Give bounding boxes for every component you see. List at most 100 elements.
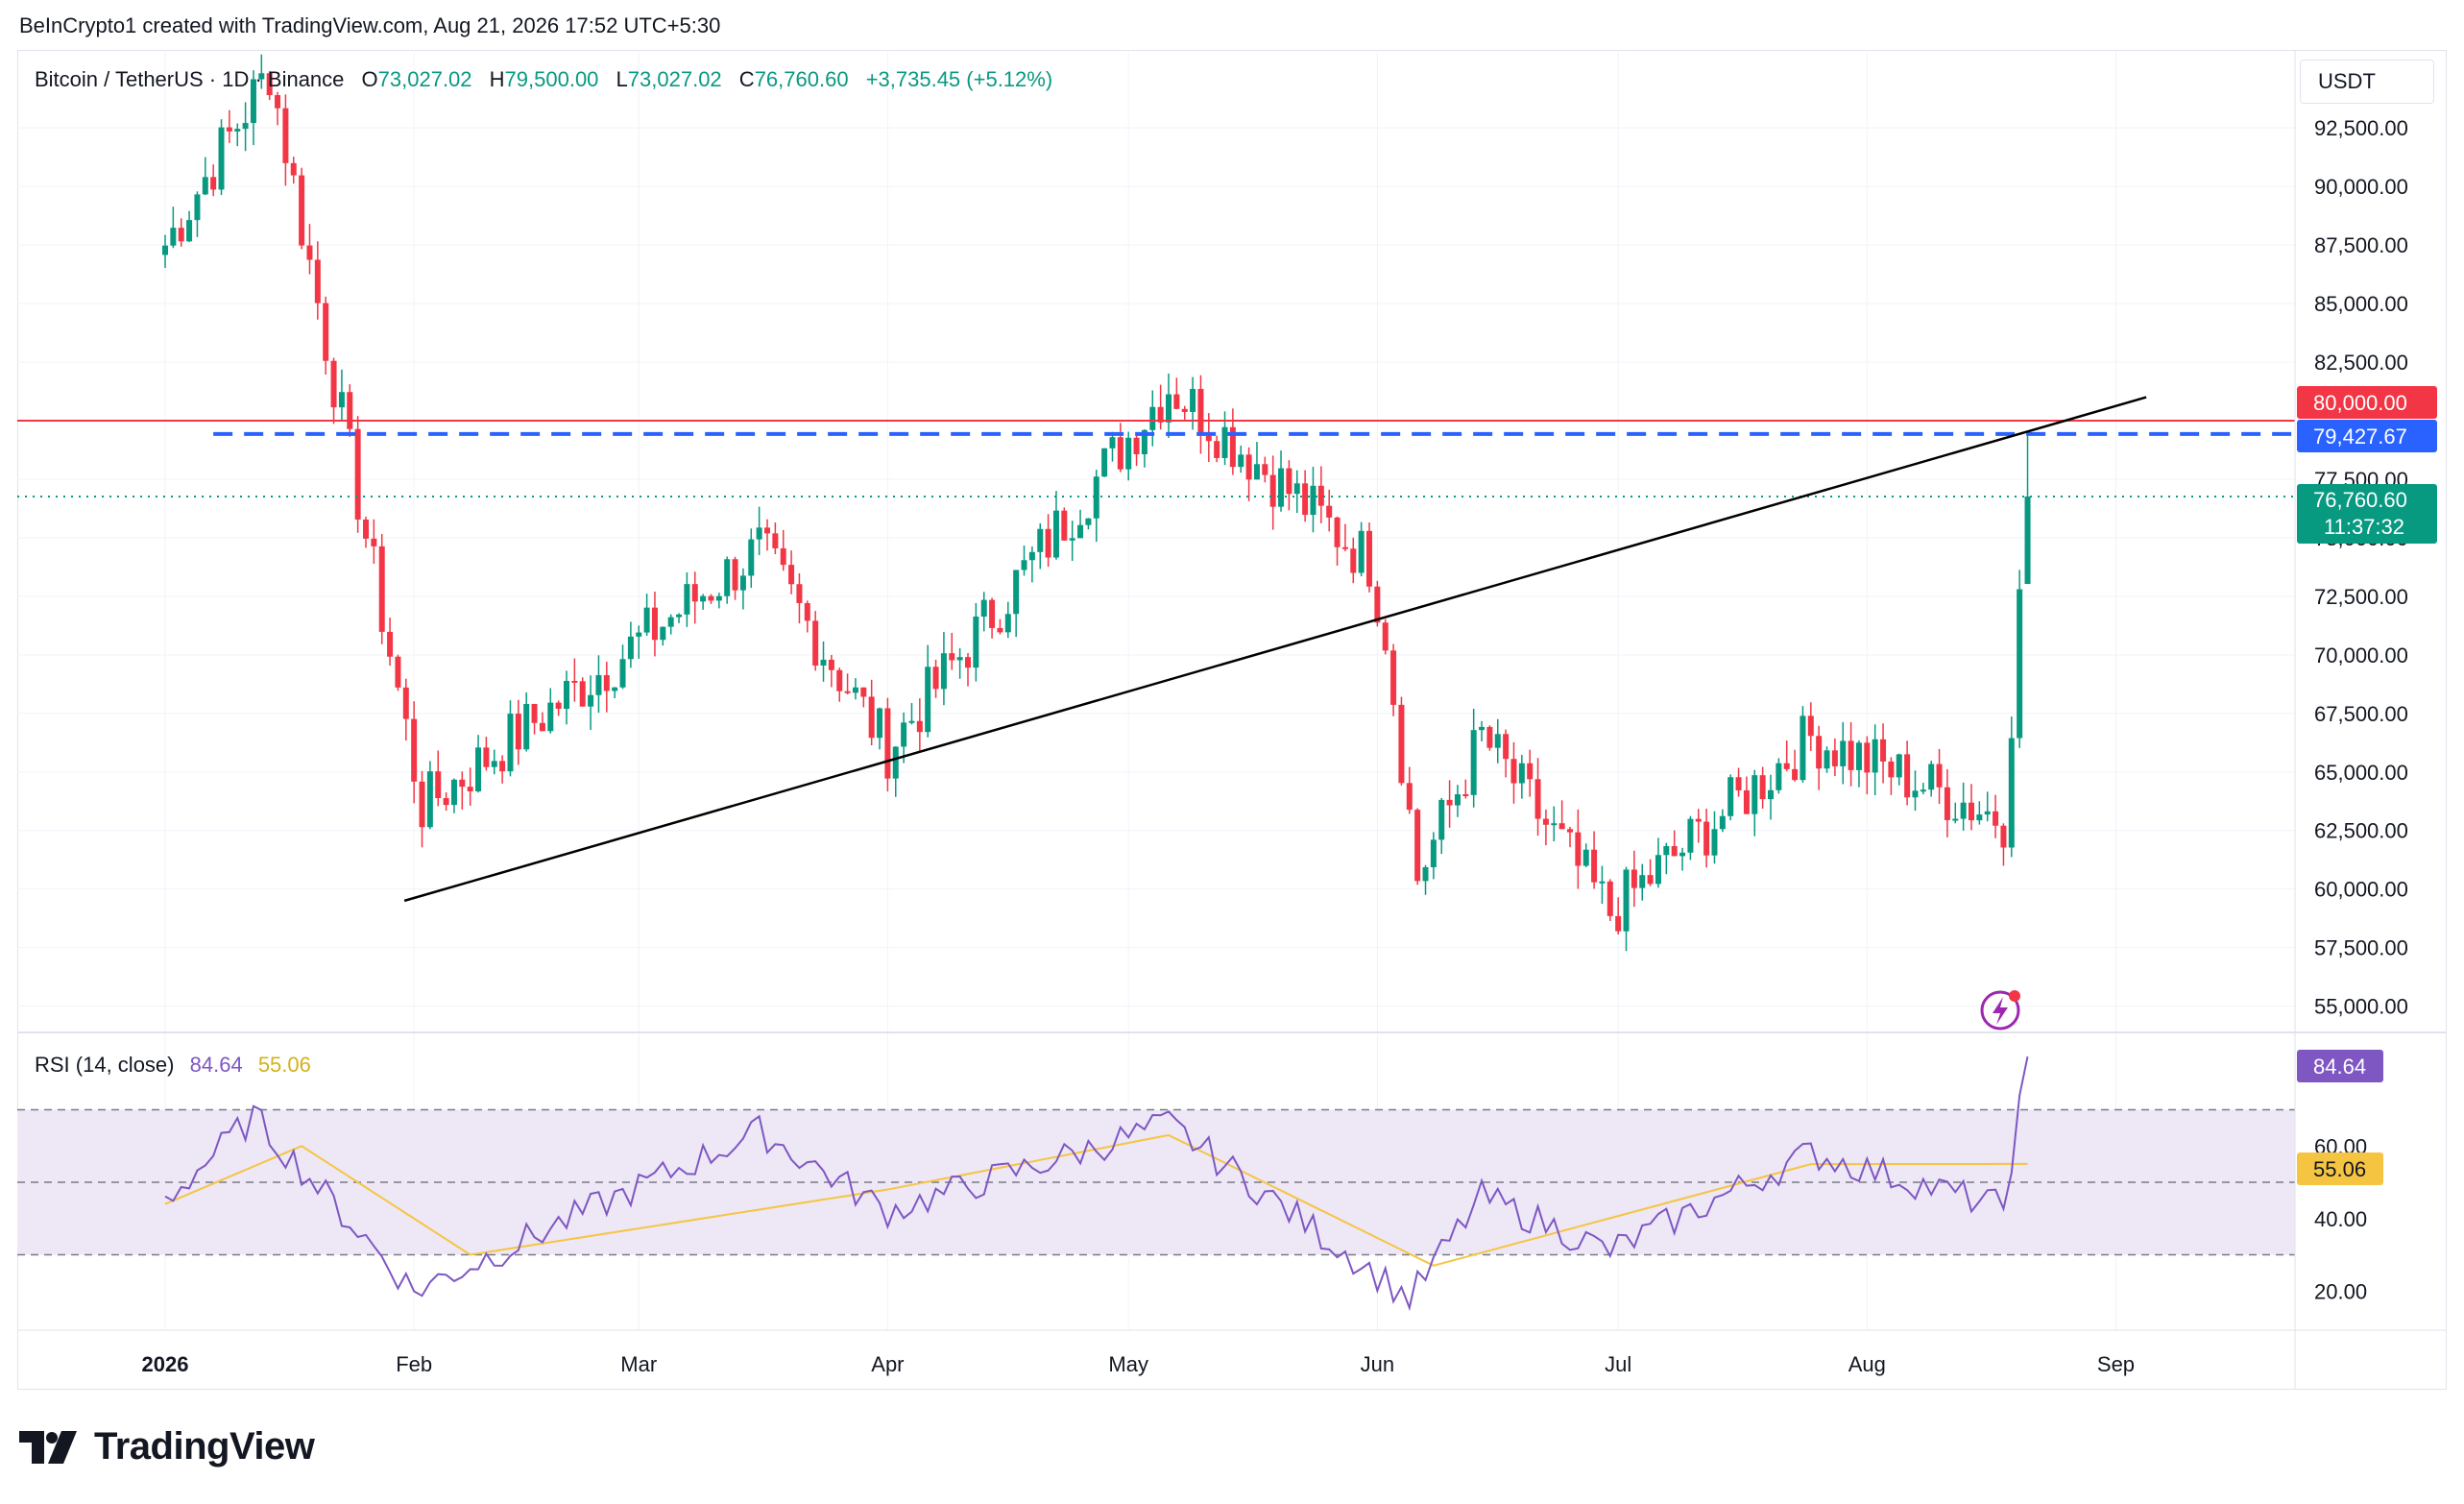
time-tick-label: Aug <box>1848 1352 1886 1376</box>
rsi-legend[interactable]: RSI (14, close) 84.64 55.06 <box>35 1053 311 1078</box>
candle-body <box>1214 441 1220 458</box>
candle-body <box>1639 875 1646 888</box>
price-tick-label: 85,000.00 <box>2314 292 2408 316</box>
time-tick-label: May <box>1108 1352 1148 1376</box>
candle-body <box>1021 560 1027 570</box>
candle-body <box>1133 437 1140 454</box>
candle-body <box>956 657 963 661</box>
candle-body <box>579 681 586 707</box>
candle-body <box>708 595 714 601</box>
rsi-line <box>164 1056 2029 1312</box>
candle-body <box>715 595 722 601</box>
candle-body <box>1768 789 1774 800</box>
candle-body <box>603 674 610 691</box>
candle-body <box>916 720 923 733</box>
candle-body <box>443 798 449 806</box>
candle-body <box>1037 528 1044 552</box>
candle-body <box>1582 849 1589 866</box>
rsi-tick-label: 40.00 <box>2314 1207 2367 1231</box>
candle-body <box>980 599 987 617</box>
candle-body <box>1831 750 1838 766</box>
candle-body <box>1293 483 1300 495</box>
candle-body <box>1855 742 1862 770</box>
candle-body <box>1013 570 1020 615</box>
candle-body <box>226 127 232 132</box>
candle-body <box>884 708 891 779</box>
rsi-ma-line <box>164 1133 2028 1267</box>
price-tick-label: 57,500.00 <box>2314 936 2408 960</box>
candle-body <box>467 787 473 791</box>
candle-body <box>1655 855 1661 885</box>
candle-body <box>1993 811 1999 826</box>
candle-body <box>1141 429 1147 454</box>
candle-body <box>1101 448 1108 477</box>
candle-body <box>555 702 562 709</box>
high-label: H <box>489 67 505 91</box>
candle-body <box>1341 546 1348 549</box>
candle-body <box>314 259 321 303</box>
candle-body <box>877 708 883 739</box>
candle-body <box>1374 586 1381 623</box>
candle-body <box>1334 517 1341 547</box>
open-value: 73,027.02 <box>377 67 472 91</box>
price-tick-label: 70,000.00 <box>2314 643 2408 667</box>
currency-selector[interactable]: USDT <box>2300 60 2434 104</box>
candle-body <box>1751 775 1758 814</box>
chart-frame[interactable] <box>17 50 2447 1390</box>
candle-body <box>1205 435 1212 442</box>
price-axis: 92,500.00 90,000.00 87,500.00 85,000.00 82,5… <box>2314 116 2408 1018</box>
symbol-legend[interactable]: Bitcoin / TetherUS · 1D · Binance O73,02… <box>35 67 1052 92</box>
lightning-alert-icon[interactable] <box>1980 990 2020 1031</box>
countdown-badge-text: 11:37:32 <box>2324 515 2404 539</box>
candle-body <box>1028 551 1035 561</box>
high-value: 79,500.00 <box>504 67 599 91</box>
candle-body <box>1406 783 1413 811</box>
close-value: 76,760.60 <box>754 67 849 91</box>
candle-body <box>1671 845 1678 857</box>
ascending-trendline[interactable] <box>403 396 2147 903</box>
candle-body <box>459 779 466 788</box>
chart-credit: BeInCrypto1 created with TradingView.com… <box>19 13 721 37</box>
candle-body <box>1904 754 1911 798</box>
candle-body <box>1575 832 1582 866</box>
symbol-name[interactable]: Bitcoin / TetherUS · 1D · Binance <box>35 67 345 91</box>
candle-body <box>1591 849 1598 883</box>
candle-body <box>250 79 256 124</box>
candle-body <box>844 691 851 693</box>
candle-body <box>1494 734 1501 748</box>
candle-body <box>1382 622 1389 651</box>
candle-body <box>1414 810 1421 882</box>
candle-body <box>1687 818 1694 853</box>
candle-body <box>1221 426 1228 458</box>
candle-body <box>1679 852 1686 857</box>
candle-body <box>218 127 225 190</box>
candle-body <box>636 632 642 637</box>
candle-body <box>1880 739 1887 762</box>
candle-body <box>475 747 482 791</box>
candle-body <box>2017 589 2023 739</box>
candle-body <box>178 228 184 242</box>
candle-body <box>483 747 490 767</box>
candle-body <box>450 779 457 806</box>
candle-body <box>411 718 418 782</box>
candle-body <box>435 771 442 799</box>
candle-body <box>619 659 626 688</box>
price-tick-label: 55,000.00 <box>2314 995 2408 1019</box>
candle-body <box>330 360 337 408</box>
rsi-guide-lines <box>17 1108 2295 1256</box>
candle-body <box>868 696 875 739</box>
candle-body <box>523 703 530 750</box>
price-tick-label: 82,500.00 <box>2314 351 2408 375</box>
candle-body <box>1109 437 1116 449</box>
candle-body <box>1960 802 1967 819</box>
rsi-label[interactable]: RSI (14, close) <box>35 1053 175 1077</box>
candle-body <box>1479 726 1486 731</box>
candle-body <box>1976 814 1983 821</box>
candle-body <box>378 546 385 632</box>
candle-body <box>1302 483 1309 516</box>
candle-body <box>354 428 361 520</box>
candle-body <box>1350 548 1357 573</box>
candle-body <box>1800 716 1806 781</box>
candle-body <box>507 714 514 772</box>
